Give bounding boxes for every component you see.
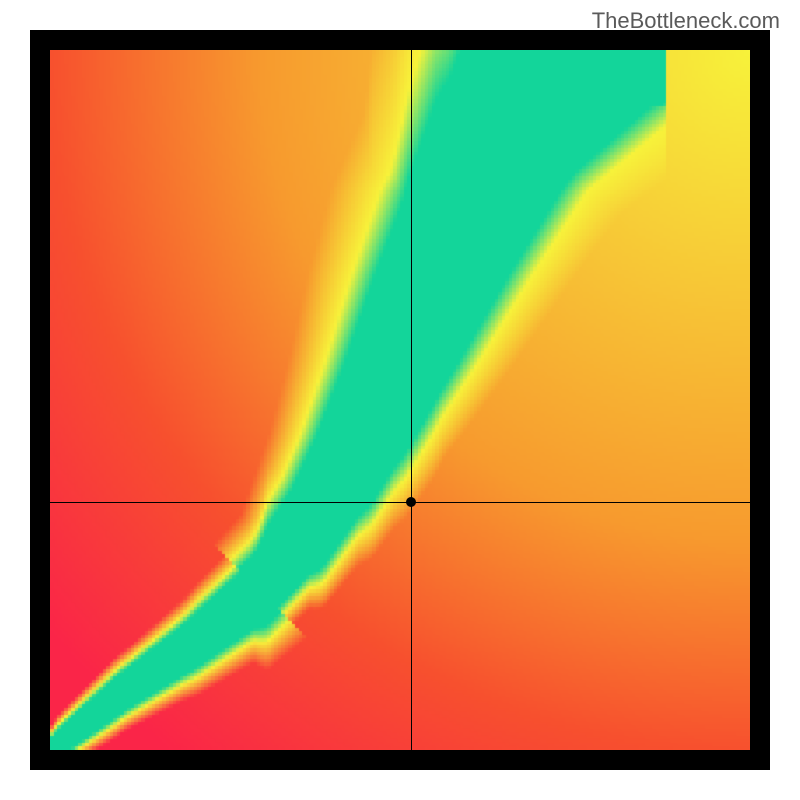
crosshair-horizontal [50, 502, 750, 503]
heatmap-plot [50, 50, 750, 750]
heatmap-canvas [50, 50, 750, 750]
watermark-text: TheBottleneck.com [592, 8, 780, 34]
crosshair-vertical [411, 50, 412, 750]
plot-frame [30, 30, 770, 770]
crosshair-marker [406, 497, 416, 507]
